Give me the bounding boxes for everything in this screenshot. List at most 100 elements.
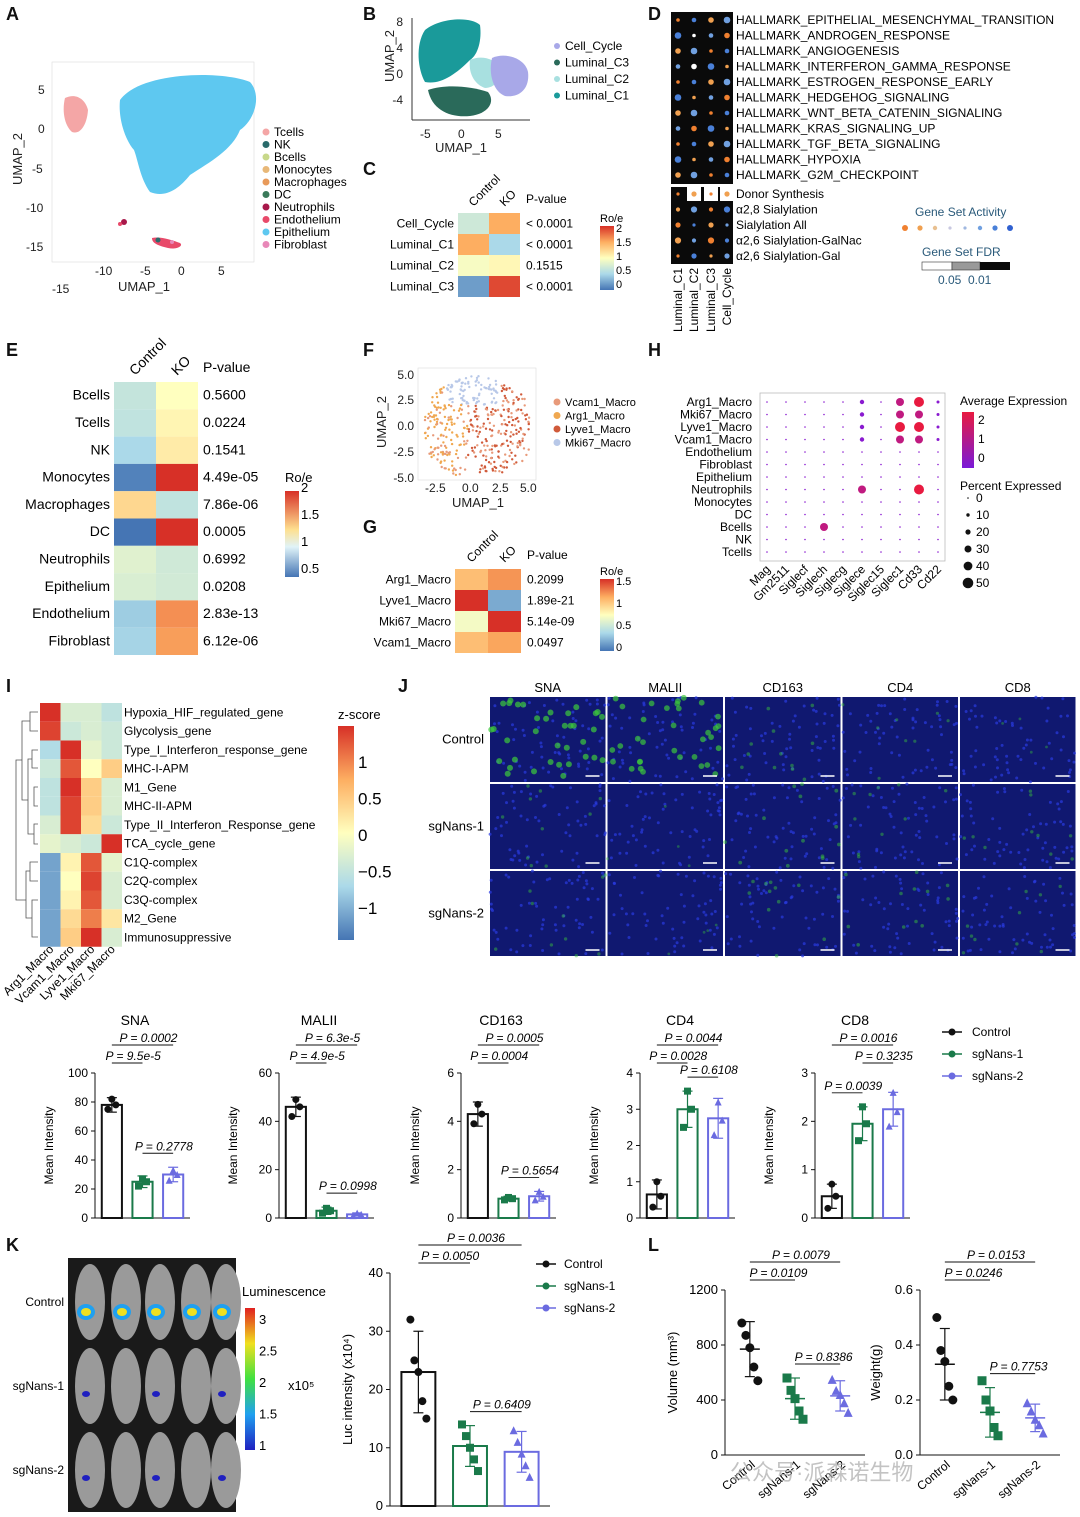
j-nucleus xyxy=(998,950,1002,954)
heat-cell-1-0 xyxy=(114,409,156,437)
h-dot-1-1 xyxy=(785,413,787,416)
heat-row-label-1: Tcells xyxy=(75,414,110,430)
f-point xyxy=(510,412,513,415)
legend-swatch-6 xyxy=(262,203,270,211)
f-xtick-1: 0.0 xyxy=(462,481,479,495)
f-point xyxy=(503,418,506,422)
j-signal xyxy=(563,744,570,751)
j-signal xyxy=(507,764,513,771)
heat-col-label-1: KO xyxy=(497,543,519,565)
j-signal xyxy=(1030,830,1034,834)
j-nucleus xyxy=(761,739,765,743)
i-cell-2-1 xyxy=(60,740,81,760)
j-nucleus xyxy=(1045,719,1049,723)
j-nucleus xyxy=(679,893,683,897)
ytick-label-0: 0 xyxy=(801,1211,808,1225)
j-nucleus xyxy=(613,833,617,837)
h-dot-3-8 xyxy=(915,435,923,444)
j-nucleus xyxy=(917,806,921,810)
h-dot-1-4 xyxy=(842,413,844,416)
ytick-label-2: 800 xyxy=(696,1337,718,1352)
d-fdr-title: Gene Set FDR xyxy=(922,245,1001,259)
pvalue-0: P = 0.0153 xyxy=(967,1248,1025,1262)
f-point xyxy=(521,459,524,463)
f-point xyxy=(519,426,522,430)
j-signal xyxy=(784,848,789,853)
j-nucleus xyxy=(660,742,664,746)
f-point xyxy=(439,421,442,424)
j-nucleus xyxy=(672,936,676,940)
j-nucleus xyxy=(562,735,566,739)
legend-swatch-1 xyxy=(553,412,561,419)
h-dot-7-2 xyxy=(804,488,806,491)
d-dot-9-3 xyxy=(724,156,730,163)
h-dot-8-6 xyxy=(880,501,882,503)
f-point xyxy=(490,401,493,404)
j-signal xyxy=(547,709,554,716)
j-nucleus xyxy=(508,848,512,852)
j-nucleus xyxy=(871,794,875,798)
f-point xyxy=(454,468,457,472)
j-nucleus xyxy=(911,771,915,775)
k-legend-marker-0 xyxy=(542,1260,550,1268)
f-point xyxy=(505,429,508,433)
heat-cell-0-0 xyxy=(458,213,489,234)
j-nucleus xyxy=(1034,695,1038,699)
h-pct-tick-0: 0 xyxy=(976,491,983,505)
j-nucleus xyxy=(730,838,734,842)
j-nucleus xyxy=(554,928,558,932)
j-nucleus xyxy=(519,790,523,794)
f-point xyxy=(490,392,493,395)
bar-chart-title-1: MALII xyxy=(301,1012,338,1028)
h-dot-5-4 xyxy=(842,463,844,466)
j-signal xyxy=(740,765,744,770)
j-nucleus xyxy=(708,797,712,801)
f-point xyxy=(446,388,450,391)
pvalue-1: P = 0.0246 xyxy=(944,1266,1002,1280)
heat-cell-2-1 xyxy=(489,255,520,276)
j-nucleus xyxy=(585,698,589,702)
h-dot-8-1 xyxy=(785,501,787,503)
j-nucleus xyxy=(1003,790,1007,794)
j-nucleus xyxy=(624,912,628,916)
j-nucleus xyxy=(922,908,926,912)
d-sialyl-dot-2-2 xyxy=(708,222,714,228)
f-point xyxy=(517,430,521,433)
j-nucleus xyxy=(780,915,784,919)
ytick-label-3: 60 xyxy=(259,1066,273,1080)
j-nucleus xyxy=(694,696,698,700)
j-nucleus xyxy=(896,936,900,940)
j-nucleus xyxy=(996,766,999,770)
j-nucleus xyxy=(661,728,665,732)
j-signal xyxy=(565,761,572,768)
h-dot-7-1 xyxy=(785,488,787,491)
point-0-1 xyxy=(653,1178,661,1186)
h-row-label-3: Vcam1_Macro xyxy=(675,433,753,447)
f-point xyxy=(475,414,478,418)
j-nucleus xyxy=(551,785,555,789)
j-nucleus xyxy=(903,708,907,711)
h-pct-tick-1: 10 xyxy=(976,508,990,522)
f-point xyxy=(469,418,473,422)
d-dot-4-2 xyxy=(708,79,714,85)
j-nucleus xyxy=(807,926,811,930)
j-nucleus xyxy=(628,716,632,720)
j-nucleus xyxy=(650,791,654,795)
j-nucleus xyxy=(1057,857,1061,861)
d-row-labels: HALLMARK_EPITHELIAL_MESENCHYMAL_TRANSITI… xyxy=(736,13,1054,263)
panel-letter-l: L xyxy=(648,1235,659,1255)
h-dot-9-9 xyxy=(937,513,939,516)
j-signal xyxy=(691,754,698,760)
j-signal xyxy=(640,716,647,723)
heat-cell-2-0 xyxy=(455,611,488,632)
heat-pvalue-8: 2.83e-13 xyxy=(203,605,258,621)
j-nucleus xyxy=(950,762,954,766)
heat-pvalue-3: 0.0497 xyxy=(527,636,564,650)
j-nucleus xyxy=(785,796,789,800)
j-nucleus xyxy=(547,770,551,774)
h-dot-3-0 xyxy=(766,438,768,441)
pvalue-1: P = 4.9e-5 xyxy=(290,1049,346,1063)
heat-row-label-1: Lyve1_Macro xyxy=(379,594,451,608)
i-row-label-8: C1Q-complex xyxy=(124,855,197,869)
j-nucleus xyxy=(949,750,953,754)
